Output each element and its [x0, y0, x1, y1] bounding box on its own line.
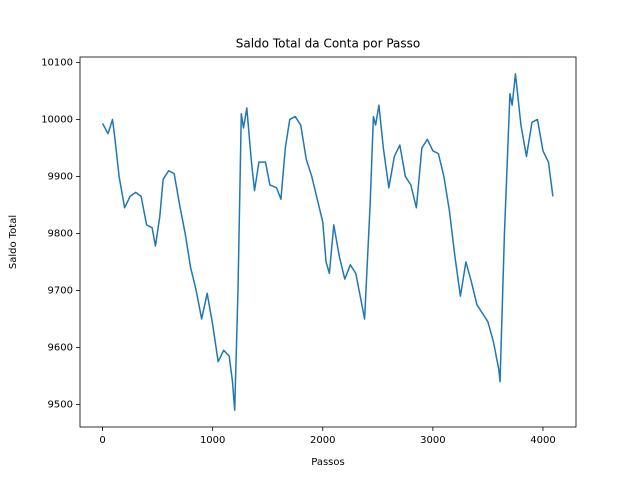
chart-title: Saldo Total da Conta por Passo — [236, 37, 421, 51]
y-tick-label: 9700 — [48, 285, 73, 296]
y-tick-label: 9600 — [48, 342, 73, 353]
data-line — [101, 73, 554, 411]
y-axis-label: Saldo Total — [8, 215, 19, 269]
y-tick-label: 10100 — [41, 57, 73, 68]
x-axis-label: Passos — [311, 457, 344, 468]
x-tick-label: 3000 — [420, 435, 445, 446]
y-tick-label: 9900 — [48, 171, 73, 182]
y-tick-label: 9500 — [48, 399, 73, 410]
x-tick-label: 4000 — [530, 435, 555, 446]
x-tick-label: 0 — [99, 435, 105, 446]
y-tick-label: 9800 — [48, 228, 73, 239]
x-tick-label: 1000 — [200, 435, 225, 446]
y-tick-label: 10000 — [41, 114, 73, 125]
x-tick-label: 2000 — [310, 435, 335, 446]
plot-frame — [79, 56, 577, 428]
